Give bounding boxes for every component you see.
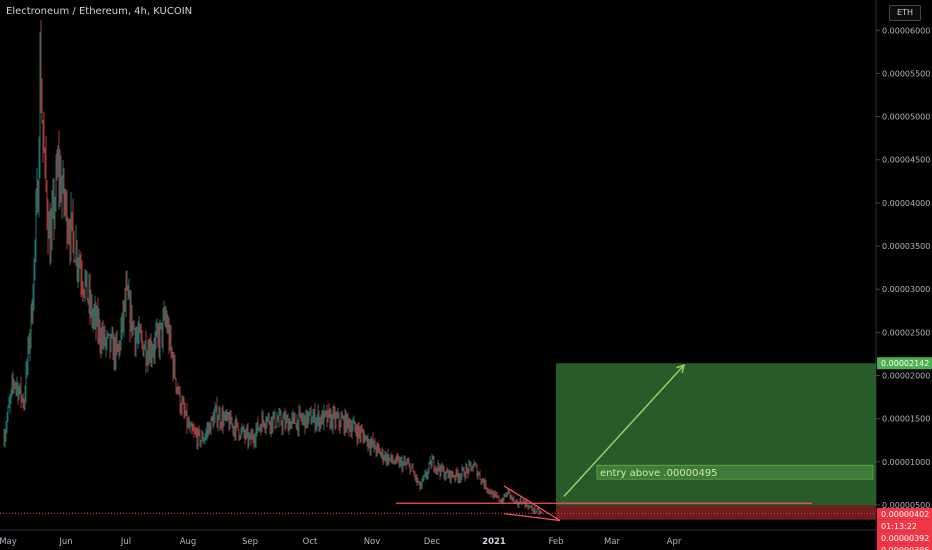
price-tick-label: 0.00005000 (882, 113, 930, 122)
target-arrow (563, 364, 685, 497)
time-tick-label: Mar (604, 537, 621, 547)
price-tick-label: 0.00001500 (882, 415, 930, 424)
price-tick-label: 0.00002500 (882, 328, 930, 337)
current-price-tag-bg (877, 507, 932, 520)
price-tick-label: 0.00005500 (882, 69, 930, 78)
time-tick-label: Sep (242, 537, 258, 547)
time-tick-label: Nov (364, 537, 381, 547)
candlestick-series (3, 20, 543, 516)
time-tick-label: Jun (58, 537, 72, 547)
price-tick-label: 0.00004500 (882, 156, 930, 165)
triangle-lower-line (503, 512, 561, 522)
time-tick-label: Oct (303, 537, 318, 547)
price-level-2-tag-bg (877, 531, 932, 544)
time-tick-label: Dec (424, 537, 441, 547)
triangle-upper-line (503, 485, 561, 522)
price-tags: 0.00002142 0.00000402 01:13:22 0.00000392 0.… (877, 357, 932, 550)
time-tick-label: Jul (120, 537, 131, 547)
price-tick-label: 0.00001000 (882, 458, 930, 467)
time-tick-label: May (0, 537, 17, 547)
current-price-tag: 0.00000402 (881, 510, 929, 519)
price-tick-label: 0.00002000 (882, 372, 930, 381)
time-tick-label: Feb (548, 537, 563, 547)
arrow-head-icon (676, 363, 686, 374)
entry-note-box (596, 464, 874, 480)
position-zones (556, 363, 876, 520)
loss-zone (556, 505, 876, 520)
price-tick-label: 0.00006000 (882, 26, 930, 35)
price-tick-label: 0.00000500 (882, 501, 930, 510)
target-price-tag: 0.00002142 (881, 359, 929, 368)
price-tick-label: 0.00003000 (882, 285, 930, 294)
price-level-3-tag: 0.00000306 (881, 546, 929, 550)
profit-zone (556, 363, 876, 506)
price-level-2-tag: 0.00000392 (881, 534, 929, 543)
countdown-tag: 01:13:22 (881, 522, 917, 531)
price-axis[interactable]: 0.00000500 0.00001000 0.00001500 0.00002000… (876, 26, 930, 510)
target-price-tag-bg (877, 357, 932, 370)
chart-title: Electroneum / Ethereum, 4h, KUCOIN (6, 6, 193, 17)
price-tick-label: 0.00004000 (882, 199, 930, 208)
time-tick-label: Aug (180, 537, 197, 547)
time-axis[interactable]: May Jun Jul Aug Sep Oct Nov Dec 2021 Feb Mar Apr (0, 537, 682, 547)
price-tick-label: 0.00003500 (882, 242, 930, 251)
price-level-3-tag-bg (877, 543, 932, 550)
time-tick-label: 2021 (482, 537, 506, 547)
countdown-tag-bg (877, 519, 932, 532)
chart-drawings: entry above .00000495 (0, 363, 876, 522)
entry-note-text: entry above .00000495 (600, 468, 718, 479)
currency-badge[interactable]: ETH (889, 5, 921, 21)
time-tick-label: Apr (667, 537, 682, 547)
